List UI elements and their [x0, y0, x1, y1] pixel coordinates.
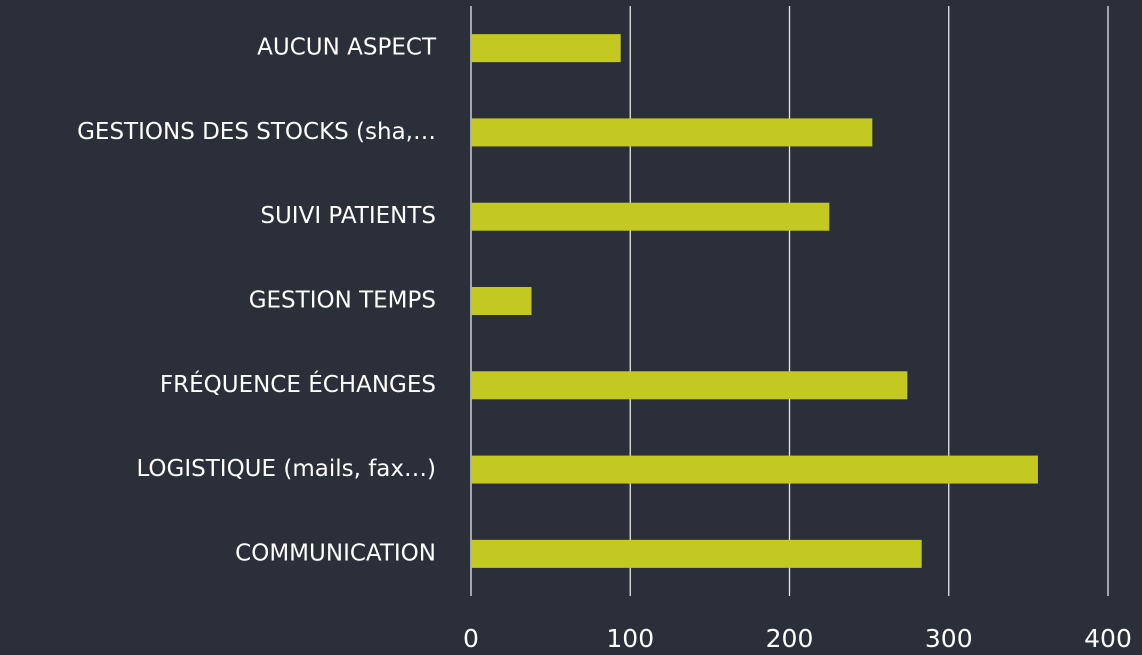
y-tick-label: AUCUN ASPECT — [257, 35, 437, 61]
y-tick-label: SUIVI PATIENTS — [260, 203, 436, 229]
x-tick-label: 200 — [766, 624, 814, 653]
bar — [471, 34, 621, 63]
bar — [471, 455, 1038, 484]
x-tick-label: 0 — [463, 624, 479, 653]
y-tick-label: FRÉQUENCE ÉCHANGES — [160, 370, 436, 398]
bar — [471, 287, 532, 315]
x-tick-label: 400 — [1084, 624, 1132, 653]
y-tick-label: LOGISTIQUE (mails, fax…) — [136, 456, 436, 482]
bar — [471, 539, 922, 568]
bar — [471, 202, 830, 231]
y-tick-label: GESTIONS DES STOCKS (sha,… — [77, 119, 436, 145]
y-tick-label: GESTION TEMPS — [249, 288, 436, 314]
bar — [471, 371, 908, 400]
y-tick-label: COMMUNICATION — [235, 540, 436, 566]
x-tick-label: 300 — [925, 624, 973, 653]
bar — [471, 118, 873, 147]
x-tick-label: 100 — [606, 624, 654, 653]
